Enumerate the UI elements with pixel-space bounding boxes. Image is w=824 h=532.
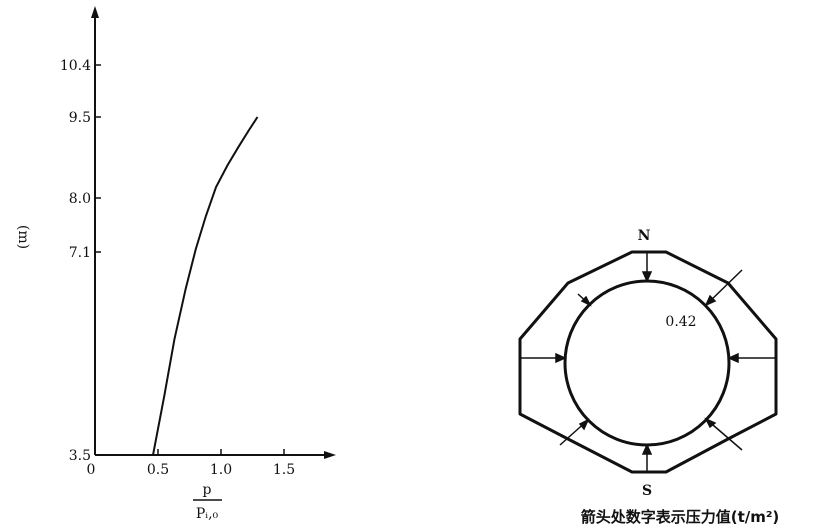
y-tick-label: 7.1 <box>69 245 91 261</box>
arrow-head-w <box>555 352 567 364</box>
pressure-height-chart: 3.5 7.1 8.0 9.5 10.4 0 0.5 1.0 1.5 (m) p Pᵢ,₀ <box>15 6 336 522</box>
y-axis-arrow <box>91 6 99 18</box>
y-tick-label: 8.0 <box>69 191 91 207</box>
x-tick-label: 0.5 <box>147 462 169 478</box>
y-tick-label: 10.4 <box>60 58 91 74</box>
y-tick-label: 9.5 <box>69 110 91 126</box>
arrow-head-sw <box>578 418 590 431</box>
x-axis-label-numerator: p <box>203 482 212 498</box>
arrow-head-se <box>704 417 717 429</box>
arrow-head-n <box>641 271 653 283</box>
arrow-head-e <box>727 352 739 364</box>
arrow-head-nw <box>580 295 592 307</box>
arrow-head-s <box>641 443 653 455</box>
x-tick-label: 1.0 <box>210 462 232 478</box>
diagram-caption: 箭头处数字表示压力值(t/m²) <box>581 508 780 526</box>
x-axis-arrow <box>324 451 336 459</box>
pressure-value-label: 0.42 <box>665 314 696 330</box>
arrow-head-ne <box>704 294 717 307</box>
y-tick-label: 3.5 <box>69 448 91 464</box>
x-axis-label-denominator: Pᵢ,₀ <box>196 506 219 522</box>
pressure-curve-series <box>152 116 259 456</box>
north-label: N <box>638 228 651 244</box>
south-label: S <box>642 483 652 499</box>
x-tick-label: 0 <box>87 462 96 478</box>
ring-spokes <box>520 253 776 472</box>
ring-pressure-diagram: N S 0.42 箭头处数字表示压力值(t/m²) <box>518 228 780 526</box>
y-axis-label: (m) <box>15 225 31 249</box>
x-tick-label: 1.5 <box>273 462 295 478</box>
